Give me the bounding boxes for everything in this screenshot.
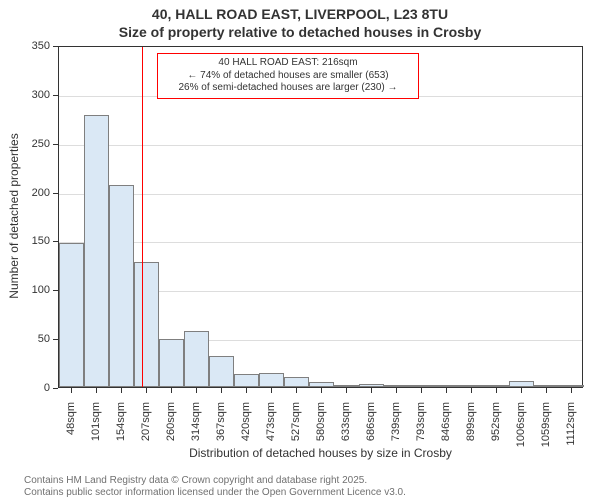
chart-container: 40, HALL ROAD EAST, LIVERPOOL, L23 8TU S… xyxy=(0,0,600,500)
bar xyxy=(334,385,359,387)
bar xyxy=(384,385,409,387)
xtick-mark xyxy=(471,388,472,393)
ytick-label: 0 xyxy=(24,382,50,394)
xtick-mark xyxy=(446,388,447,393)
xtick-label: 527sqm xyxy=(290,402,302,452)
bar xyxy=(559,385,584,387)
bar xyxy=(159,339,184,387)
xtick-label: 367sqm xyxy=(215,402,227,452)
footer: Contains HM Land Registry data © Crown c… xyxy=(0,475,600,498)
y-axis-label: Number of detached properties xyxy=(7,45,21,387)
plot-area: 40 HALL ROAD EAST: 216sqm ← 74% of detac… xyxy=(58,46,583,388)
bar xyxy=(534,385,559,387)
xtick-label: 952sqm xyxy=(490,402,502,452)
xtick-label: 580sqm xyxy=(315,402,327,452)
bar xyxy=(284,377,309,387)
bar xyxy=(509,381,534,387)
xtick-mark xyxy=(71,388,72,393)
gridline xyxy=(59,242,582,243)
xtick-mark xyxy=(221,388,222,393)
bar xyxy=(209,356,234,387)
title-line1: 40, HALL ROAD EAST, LIVERPOOL, L23 8TU xyxy=(0,6,600,22)
xtick-label: 101sqm xyxy=(90,402,102,452)
ytick-mark xyxy=(53,193,58,194)
xtick-label: 207sqm xyxy=(140,402,152,452)
title-line2: Size of property relative to detached ho… xyxy=(0,24,600,40)
xtick-mark xyxy=(321,388,322,393)
xtick-label: 739sqm xyxy=(390,402,402,452)
xtick-label: 314sqm xyxy=(190,402,202,452)
gridline xyxy=(59,194,582,195)
xtick-mark xyxy=(271,388,272,393)
bar xyxy=(359,384,384,387)
ytick-mark xyxy=(53,46,58,47)
xtick-label: 1059sqm xyxy=(540,402,552,452)
xtick-mark xyxy=(296,388,297,393)
xtick-label: 154sqm xyxy=(115,402,127,452)
xtick-mark xyxy=(571,388,572,393)
xtick-mark xyxy=(96,388,97,393)
xtick-label: 686sqm xyxy=(365,402,377,452)
xtick-label: 1006sqm xyxy=(515,402,527,452)
ytick-label: 150 xyxy=(24,235,50,247)
bar xyxy=(434,385,459,387)
ytick-mark xyxy=(53,144,58,145)
bar xyxy=(184,331,209,387)
ytick-label: 100 xyxy=(24,284,50,296)
ytick-label: 350 xyxy=(24,40,50,52)
xtick-mark xyxy=(496,388,497,393)
bar xyxy=(84,115,109,387)
xtick-label: 633sqm xyxy=(340,402,352,452)
xtick-mark xyxy=(196,388,197,393)
footer-line1: Contains HM Land Registry data © Crown c… xyxy=(24,475,600,487)
ytick-label: 300 xyxy=(24,89,50,101)
xtick-mark xyxy=(146,388,147,393)
xtick-label: 420sqm xyxy=(240,402,252,452)
xtick-label: 260sqm xyxy=(165,402,177,452)
bar xyxy=(109,185,134,387)
xtick-label: 473sqm xyxy=(265,402,277,452)
ytick-mark xyxy=(53,290,58,291)
bar xyxy=(309,382,334,387)
xtick-mark xyxy=(521,388,522,393)
annotation-box: 40 HALL ROAD EAST: 216sqm ← 74% of detac… xyxy=(157,53,419,99)
footer-line2: Contains public sector information licen… xyxy=(24,487,600,499)
ytick-mark xyxy=(53,95,58,96)
annotation-line1: 40 HALL ROAD EAST: 216sqm xyxy=(161,57,415,70)
xtick-mark xyxy=(546,388,547,393)
bar xyxy=(409,385,434,387)
xtick-label: 793sqm xyxy=(415,402,427,452)
ytick-mark xyxy=(53,388,58,389)
ytick-label: 250 xyxy=(24,138,50,150)
bar xyxy=(134,262,159,387)
annotation-line3: 26% of semi-detached houses are larger (… xyxy=(161,82,415,95)
gridline xyxy=(59,145,582,146)
bar xyxy=(234,374,259,387)
xtick-mark xyxy=(171,388,172,393)
annotation-line2: ← 74% of detached houses are smaller (65… xyxy=(161,70,415,83)
ytick-mark xyxy=(53,339,58,340)
xtick-mark xyxy=(396,388,397,393)
bar xyxy=(459,385,484,387)
xtick-mark xyxy=(346,388,347,393)
xtick-label: 48sqm xyxy=(65,402,77,452)
xtick-mark xyxy=(371,388,372,393)
ytick-label: 200 xyxy=(24,187,50,199)
xtick-mark xyxy=(421,388,422,393)
bar xyxy=(484,385,509,387)
xtick-label: 846sqm xyxy=(440,402,452,452)
ytick-mark xyxy=(53,241,58,242)
ytick-label: 50 xyxy=(24,333,50,345)
bar xyxy=(59,243,84,387)
xtick-label: 1112sqm xyxy=(565,402,577,452)
xtick-label: 899sqm xyxy=(465,402,477,452)
xtick-mark xyxy=(121,388,122,393)
marker-line xyxy=(142,47,143,387)
bar xyxy=(259,373,284,387)
xtick-mark xyxy=(246,388,247,393)
